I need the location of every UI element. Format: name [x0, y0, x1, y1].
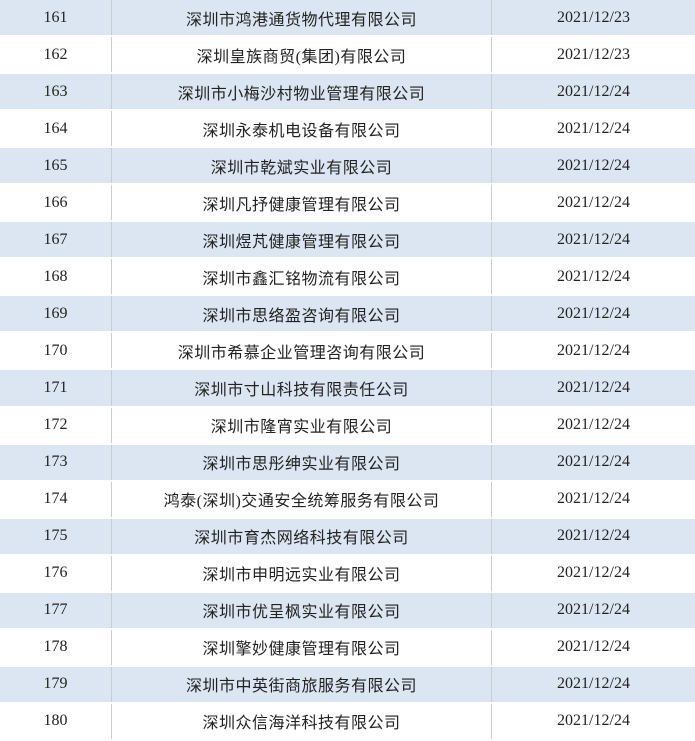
table-row: 167 深圳煜芃健康管理有限公司 2021/12/24: [0, 222, 695, 260]
row-number-cell: 179: [0, 666, 112, 702]
company-name-cell: 深圳永泰机电设备有限公司: [112, 111, 492, 147]
row-number-cell: 180: [0, 703, 112, 739]
record-date-cell: 2021/12/24: [557, 82, 630, 100]
row-number-cell: 177: [0, 592, 112, 628]
row-number-cell: 166: [0, 185, 112, 221]
record-date-cell: 2021/12/24: [557, 490, 630, 508]
table-row: 171 深圳市寸山科技有限责任公司 2021/12/24: [0, 370, 695, 408]
row-number-cell: 162: [0, 37, 112, 73]
record-date-cell: 2021/12/24: [557, 119, 630, 137]
record-date-cell: 2021/12/24: [557, 193, 630, 211]
row-number-cell: 176: [0, 555, 112, 591]
company-name-cell: 深圳市小梅沙村物业管理有限公司: [112, 74, 492, 110]
record-date-cell: 2021/12/24: [557, 453, 630, 471]
company-name-cell: 深圳凡抒健康管理有限公司: [112, 185, 492, 221]
record-date-cell: 2021/12/24: [557, 230, 630, 248]
row-number-cell: 167: [0, 222, 112, 258]
table-row: 161 深圳市鸿港通货物代理有限公司 2021/12/23: [0, 0, 695, 38]
table-row: 163 深圳市小梅沙村物业管理有限公司 2021/12/24: [0, 74, 695, 112]
company-name-cell: 深圳市优呈枫实业有限公司: [112, 592, 492, 628]
row-number-cell: 164: [0, 111, 112, 147]
company-name-cell: 深圳市思络盈咨询有限公司: [112, 296, 492, 332]
record-date-cell: 2021/12/24: [557, 416, 630, 434]
table-row: 162 深圳皇族商贸(集团)有限公司 2021/12/23: [0, 37, 695, 75]
company-name-cell: 深圳市思彤绅实业有限公司: [112, 444, 492, 480]
table-row: 166 深圳凡抒健康管理有限公司 2021/12/24: [0, 185, 695, 223]
table-row: 176 深圳市申明远实业有限公司 2021/12/24: [0, 555, 695, 593]
company-name-cell: 深圳市鑫汇铭物流有限公司: [112, 259, 492, 295]
table-row: 164 深圳永泰机电设备有限公司 2021/12/24: [0, 111, 695, 149]
record-date-cell: 2021/12/24: [557, 712, 630, 730]
record-date-cell: 2021/12/24: [557, 601, 630, 619]
company-name-cell: 深圳市申明远实业有限公司: [112, 555, 492, 591]
record-date-cell: 2021/12/24: [557, 564, 630, 582]
record-date-cell: 2021/12/24: [557, 156, 630, 174]
company-name-cell: 深圳市寸山科技有限责任公司: [112, 370, 492, 406]
table-row: 168 深圳市鑫汇铭物流有限公司 2021/12/24: [0, 259, 695, 297]
table-row: 179 深圳市中英街商旅服务有限公司 2021/12/24: [0, 666, 695, 704]
company-name-cell: 深圳市乾斌实业有限公司: [112, 148, 492, 184]
table-row: 170 深圳市希慕企业管理咨询有限公司 2021/12/24: [0, 333, 695, 371]
table-row: 172 深圳市隆宵实业有限公司 2021/12/24: [0, 407, 695, 445]
table-row: 177 深圳市优呈枫实业有限公司 2021/12/24: [0, 592, 695, 630]
company-name-cell: 深圳煜芃健康管理有限公司: [112, 222, 492, 258]
company-name-cell: 深圳擎妙健康管理有限公司: [112, 629, 492, 665]
company-name-cell: 深圳市鸿港通货物代理有限公司: [112, 0, 492, 36]
record-date-cell: 2021/12/24: [557, 378, 630, 396]
company-name-cell: 深圳市中英街商旅服务有限公司: [112, 666, 492, 702]
row-number-cell: 172: [0, 407, 112, 443]
record-date-cell: 2021/12/23: [557, 45, 630, 63]
record-date-cell: 2021/12/24: [557, 267, 630, 285]
record-date-cell: 2021/12/24: [557, 304, 630, 322]
row-number-cell: 173: [0, 444, 112, 480]
table-row: 175 深圳市育杰网络科技有限公司 2021/12/24: [0, 518, 695, 556]
row-number-cell: 175: [0, 518, 112, 554]
record-date-cell: 2021/12/24: [557, 527, 630, 545]
table-row: 173 深圳市思彤绅实业有限公司 2021/12/24: [0, 444, 695, 482]
company-name-cell: 深圳众信海洋科技有限公司: [112, 703, 492, 739]
table-row: 178 深圳擎妙健康管理有限公司 2021/12/24: [0, 629, 695, 667]
table-row: 165 深圳市乾斌实业有限公司 2021/12/24: [0, 148, 695, 186]
table-row: 174 鸿泰(深圳)交通安全统筹服务有限公司 2021/12/24: [0, 481, 695, 519]
company-name-cell: 鸿泰(深圳)交通安全统筹服务有限公司: [112, 481, 492, 517]
company-name-cell: 深圳市育杰网络科技有限公司: [112, 518, 492, 554]
row-number-cell: 178: [0, 629, 112, 665]
row-number-cell: 169: [0, 296, 112, 332]
company-name-cell: 深圳市隆宵实业有限公司: [112, 407, 492, 443]
company-name-cell: 深圳皇族商贸(集团)有限公司: [112, 37, 492, 73]
record-date-cell: 2021/12/23: [557, 8, 630, 26]
row-number-cell: 165: [0, 148, 112, 184]
row-number-cell: 163: [0, 74, 112, 110]
record-date-cell: 2021/12/24: [557, 675, 630, 693]
row-number-cell: 174: [0, 481, 112, 517]
row-number-cell: 161: [0, 0, 112, 36]
company-name-cell: 深圳市希慕企业管理咨询有限公司: [112, 333, 492, 369]
record-date-cell: 2021/12/24: [557, 638, 630, 656]
row-number-cell: 170: [0, 333, 112, 369]
table-row: 180 深圳众信海洋科技有限公司 2021/12/24: [0, 703, 695, 741]
row-number-cell: 171: [0, 370, 112, 406]
record-date-cell: 2021/12/24: [557, 341, 630, 359]
row-number-cell: 168: [0, 259, 112, 295]
table-row: 169 深圳市思络盈咨询有限公司 2021/12/24: [0, 296, 695, 334]
